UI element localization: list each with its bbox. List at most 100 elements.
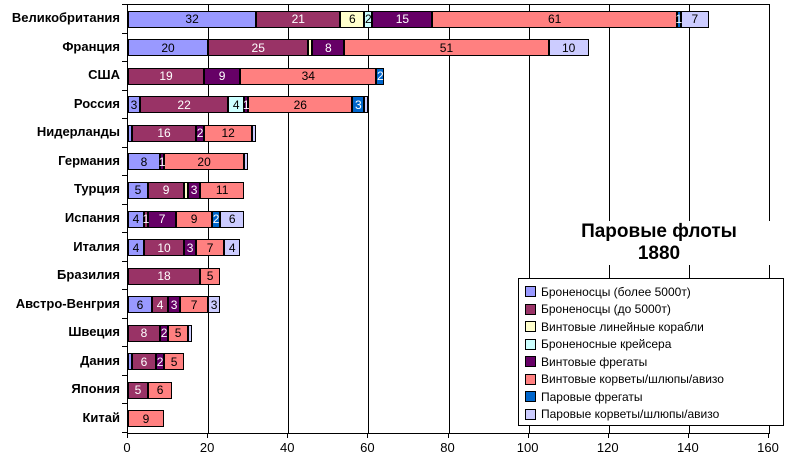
chart-title-line2: 1880: [637, 243, 681, 264]
x-tick-label: 40: [280, 440, 295, 455]
legend-swatch: [525, 338, 536, 350]
bar-segment-label: 16: [157, 126, 171, 141]
bar-segment-label: 5: [170, 354, 178, 369]
bar-segment-label: 4: [228, 240, 236, 255]
y-axis-tick: [122, 203, 127, 205]
gridline: [448, 5, 450, 433]
bar-segment: [128, 124, 132, 142]
y-axis-tick: [122, 32, 127, 34]
bar-segment-label: 6: [136, 297, 144, 312]
bar-segment-label: 3: [355, 97, 362, 112]
gridline: [288, 5, 290, 433]
bar-segment: [128, 381, 149, 399]
x-tick-label: 120: [596, 440, 619, 455]
category-label: Австро-Венгрия: [15, 295, 120, 311]
legend-item: Винтовые линейные корабли: [519, 318, 783, 336]
bar-segment-label: 3: [130, 97, 138, 112]
category-label: Германия: [58, 152, 120, 168]
bar-segment: [184, 239, 197, 257]
bar-segment-label: 6: [140, 354, 148, 369]
bar-segment-label: 51: [439, 40, 454, 55]
bar-segment: [128, 210, 145, 228]
legend-swatch: [525, 356, 536, 368]
bar-segment: [128, 10, 257, 28]
bar-segment: [128, 353, 132, 371]
bar-segment-label: 9: [142, 411, 150, 426]
bar-segment: [352, 96, 365, 114]
bar-segment-label: 32: [185, 12, 199, 27]
bar-segment-label: 6: [349, 12, 356, 27]
bar-segment-label: 4: [132, 240, 140, 255]
x-tick-label: 100: [516, 440, 539, 455]
bar-segment: [184, 181, 189, 199]
category-label: Нидерланды: [36, 124, 120, 140]
bar-segment-label: 15: [395, 12, 410, 27]
bar-segment: [340, 10, 365, 28]
bar-segment: [372, 10, 433, 28]
y-axis-tick: [122, 175, 127, 177]
category-label: США: [88, 67, 120, 83]
legend-swatch: [525, 373, 536, 385]
bar-segment-label: 8: [140, 326, 148, 341]
category-label: Бразилия: [57, 266, 120, 282]
y-axis-tick: [122, 232, 127, 234]
legend-item: Паровые фрегаты: [519, 388, 783, 406]
legend-label: Броненосные крейсера: [541, 337, 672, 352]
bar-segment: [680, 10, 709, 28]
x-axis-tick: [367, 433, 369, 438]
bar-segment-label: 2: [156, 354, 164, 369]
bar-segment: [200, 267, 221, 285]
bar-segment: [128, 181, 149, 199]
legend-item: Броненосцы (до 5000т): [519, 301, 783, 319]
legend-label: Винтовые линейные корабли: [541, 319, 704, 334]
x-tick-label: 80: [440, 440, 455, 455]
bar-segment-label: 5: [174, 326, 182, 341]
bar-segment: [180, 296, 209, 314]
x-axis-tick: [207, 433, 209, 438]
bar-segment: [196, 239, 225, 257]
category-label: Россия: [73, 95, 120, 111]
x-axis-tick: [687, 433, 689, 438]
bar-segment-label: 20: [197, 154, 211, 169]
legend-label: Паровые корветы/шлюпы/авизо: [541, 407, 720, 422]
bar-segment-label: 2: [196, 126, 204, 141]
bar-segment: [148, 181, 185, 199]
category-label: Турция: [73, 181, 120, 197]
bar-segment-label: 2: [377, 69, 384, 84]
category-label: Китай: [82, 409, 120, 425]
category-label: Франция: [62, 38, 120, 54]
y-axis-tick: [122, 146, 127, 148]
category-label: Великобритания: [11, 10, 120, 26]
bar-segment-label: 4: [132, 212, 140, 226]
legend-swatch: [525, 286, 536, 298]
bar-segment-label: 8: [140, 154, 148, 169]
bar-segment: [128, 239, 145, 257]
bar-segment-label: 3: [186, 240, 194, 255]
bar-segment-label: 20: [161, 40, 175, 55]
y-axis-tick: [122, 432, 127, 433]
bar-segment: [364, 96, 369, 114]
bar-segment-label: 3: [210, 297, 218, 312]
bar-segment-label: 3: [170, 297, 178, 312]
bar-segment: [432, 10, 677, 28]
bar-segment: [256, 10, 341, 28]
bar-segment-label: 9: [190, 212, 198, 226]
bar-segment: [160, 153, 165, 171]
bar-segment: [148, 210, 177, 228]
y-axis-tick: [122, 4, 127, 5]
bar-segment: [168, 324, 189, 342]
x-axis-tick: [127, 433, 128, 438]
bar-segment-label: 21: [291, 12, 305, 27]
legend-item: Паровые корветы/шлюпы/авизо: [519, 406, 783, 424]
bar-segment: [376, 67, 385, 85]
legend-label: Броненосцы (более 5000т): [541, 284, 691, 299]
legend-label: Винтовые корветы/шлюпы/авизо: [541, 372, 724, 387]
x-tick-label: 60: [360, 440, 375, 455]
bar-segment: [188, 324, 193, 342]
category-label: Швеция: [68, 323, 120, 339]
bar-segment-label: 2: [160, 326, 168, 341]
bar-segment-label: 8: [324, 40, 332, 55]
bar-segment-label: 34: [301, 69, 315, 84]
bar-segment-label: 6: [156, 383, 164, 398]
bar-segment: [156, 353, 165, 371]
